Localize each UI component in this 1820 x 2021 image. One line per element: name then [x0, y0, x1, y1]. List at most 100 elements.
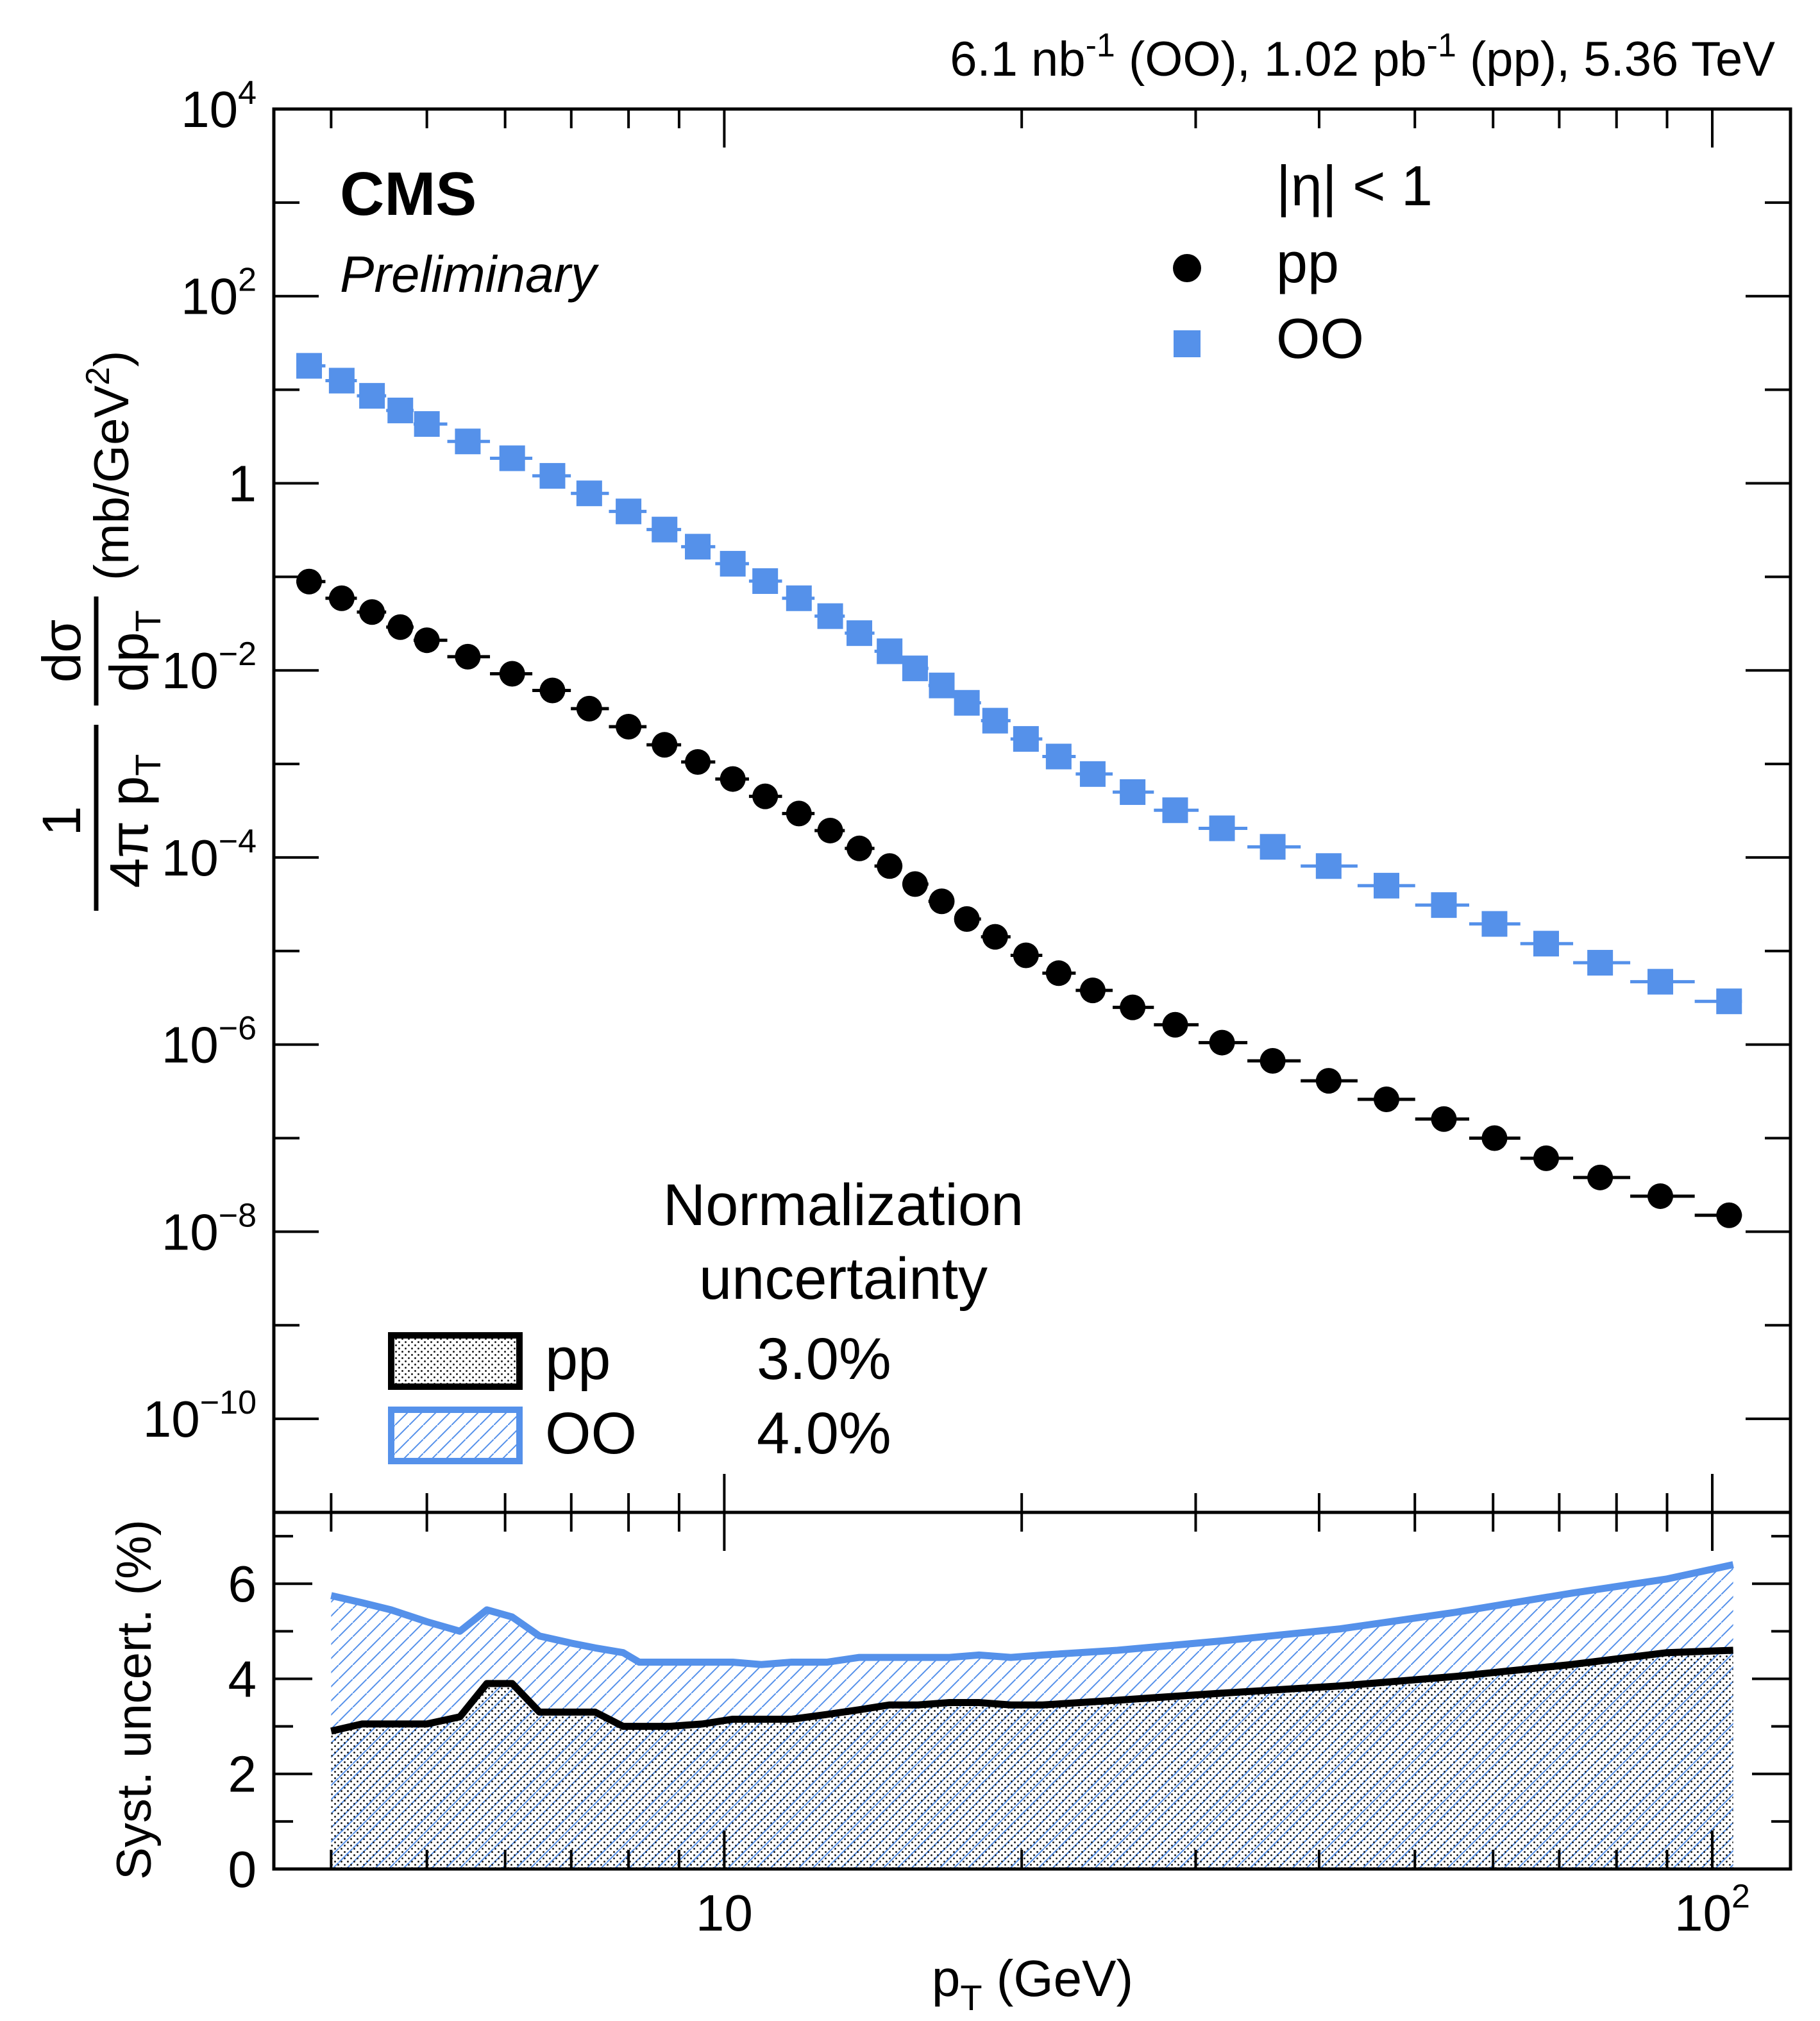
y-title-dp-sub-t: T	[128, 610, 168, 632]
x-tick-label: 10	[696, 1884, 753, 1941]
y-title-units-close: )	[85, 351, 139, 367]
y-tick-label-base: 1	[228, 455, 257, 512]
marker-pp	[1647, 1183, 1674, 1209]
norm-label-pp: pp	[545, 1326, 611, 1392]
marker-pp	[1120, 994, 1146, 1020]
y-tick-label-exp: −10	[200, 1384, 257, 1421]
y-title-dsigma: dσ	[31, 620, 92, 683]
marker-pp	[1013, 942, 1039, 968]
lumi-header: 6.1 nb-1 (OO), 1.02 pb-1 (pp), 5.36 TeV	[950, 27, 1775, 87]
norm-value-oo: 4.0%	[757, 1401, 891, 1466]
spectrum-data-points	[296, 353, 1742, 1228]
marker-pp	[817, 817, 843, 843]
y-title-sub-t: T	[128, 754, 168, 776]
x-tick-label-exp: 2	[1732, 1878, 1750, 1915]
spectrum-plot-frame	[272, 107, 1792, 1514]
marker-OO	[359, 383, 385, 409]
marker-OO	[954, 689, 980, 716]
marker-OO	[817, 603, 843, 629]
systematics-x-tick-labels: 10 102	[696, 1878, 1750, 1941]
legend-label-pp: pp	[1276, 231, 1339, 294]
systematics-y-tick-labels: 0 2 4 6	[228, 1555, 257, 1898]
y-tick-label-exp: −8	[219, 1197, 257, 1234]
marker-pp	[1533, 1145, 1559, 1171]
marker-OO	[1045, 743, 1072, 770]
y-tick-label-base: 10	[181, 81, 238, 138]
lumi-oo-tail: (OO),	[1115, 32, 1264, 87]
marker-pp	[1373, 1087, 1399, 1113]
marker-pp	[1209, 1029, 1235, 1056]
marker-OO	[1431, 892, 1457, 918]
y-tick-label: 1	[228, 455, 257, 512]
marker-OO	[455, 428, 481, 455]
y-tick-label-bottom: 2	[228, 1746, 257, 1803]
marker-OO	[1373, 872, 1399, 899]
y-tick-label: 10−8	[162, 1197, 257, 1260]
marker-pp	[752, 783, 779, 809]
y-tick-label-exp: −4	[219, 823, 257, 860]
x-tick-label: 102	[1674, 1878, 1750, 1941]
marker-OO	[982, 707, 1008, 734]
y-title-denominator: 4π pT	[99, 754, 168, 888]
status-label: Preliminary	[340, 246, 600, 303]
y-tick-label-bottom: 4	[228, 1650, 257, 1707]
marker-pp	[1716, 1202, 1742, 1228]
y-tick-label: 10−10	[143, 1384, 257, 1448]
marker-OO	[847, 620, 873, 647]
marker-pp	[1045, 960, 1072, 986]
marker-OO	[877, 638, 903, 664]
marker-pp	[1587, 1164, 1614, 1190]
y-title-dp-text: dp	[99, 632, 159, 691]
marker-OO	[1647, 968, 1674, 995]
norm-title-line1: Normalization	[663, 1172, 1024, 1238]
y-tick-label-base: 10	[143, 1391, 200, 1448]
marker-OO	[1315, 853, 1342, 879]
spectrum-axis-ticks	[274, 108, 1791, 1514]
marker-pp	[455, 643, 481, 670]
marker-pp	[902, 871, 928, 897]
marker-OO	[1587, 950, 1614, 976]
y-title-dp: dpT	[99, 610, 168, 692]
marker-pp	[359, 599, 385, 625]
lumi-pp-exp: -1	[1427, 27, 1456, 64]
marker-pp	[1481, 1125, 1508, 1151]
marker-pp	[1079, 977, 1106, 1004]
marker-pp	[954, 906, 980, 932]
marker-pp	[328, 585, 355, 611]
marker-pp	[296, 568, 323, 595]
marker-OO	[1481, 911, 1508, 937]
marker-OO	[752, 568, 779, 595]
y-tick-label: 10−2	[162, 636, 257, 699]
norm-value-pp: 3.0%	[757, 1326, 891, 1392]
legend-marker-pp	[1173, 254, 1201, 282]
y-tick-label: 10−6	[162, 1010, 257, 1074]
marker-OO	[1013, 726, 1039, 752]
band-fill-pp	[331, 1650, 1733, 1869]
y-tick-label-bottom: 6	[228, 1555, 257, 1612]
y-tick-label-base: 10	[162, 829, 219, 886]
marker-pp	[685, 748, 711, 775]
marker-OO	[576, 480, 602, 507]
experiment-label: CMS	[340, 160, 476, 228]
band-line-pp	[330, 1646, 1733, 1735]
norm-swatch-pp	[388, 1332, 523, 1390]
marker-OO	[1162, 797, 1188, 824]
y-tick-label-exp: 4	[238, 74, 257, 112]
x-title-sub-t: T	[960, 1977, 982, 2018]
marker-OO	[616, 498, 642, 525]
y-tick-label: 10−4	[162, 823, 257, 886]
marker-pp	[1315, 1068, 1342, 1094]
marker-pp	[414, 627, 440, 654]
legend-marker-oo	[1174, 330, 1201, 357]
marker-OO	[296, 353, 323, 379]
y-title-units: (mb/GeV2)	[80, 351, 139, 580]
systematics-axis-ticks	[274, 1512, 1791, 1870]
marker-OO	[685, 534, 711, 560]
marker-pp	[387, 614, 414, 640]
marker-OO	[1533, 931, 1559, 957]
marker-pp	[847, 835, 873, 861]
band-line-oo	[330, 1561, 1734, 1668]
